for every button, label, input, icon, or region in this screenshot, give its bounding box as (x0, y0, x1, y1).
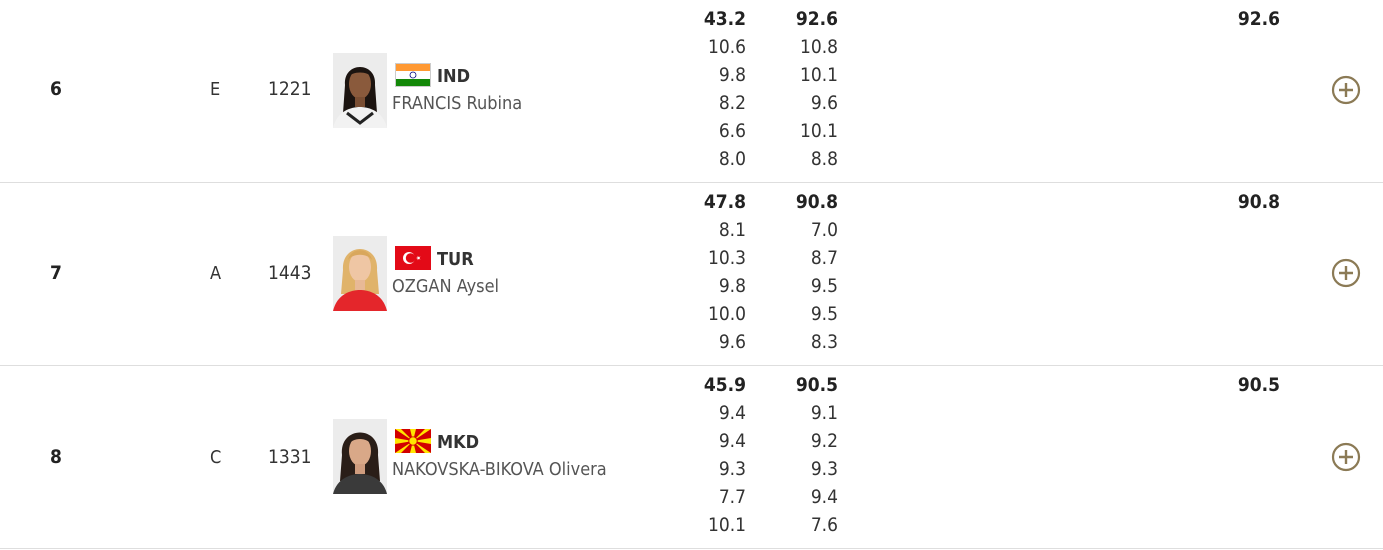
group: C (210, 447, 222, 468)
rank: 8 (50, 446, 62, 468)
shot-row: 7.7 9.4 (690, 486, 850, 514)
shot-score: 10.1 (799, 64, 838, 86)
shot-score: 9.6 (718, 331, 746, 353)
shot-score: 10.1 (707, 514, 746, 536)
shot-score: 7.6 (810, 514, 838, 536)
athlete-photo (333, 419, 387, 494)
shot-row: 8.1 7.0 (690, 219, 850, 247)
shot-score: 9.8 (718, 64, 746, 86)
rank: 6 (50, 78, 62, 100)
shot-score: 8.8 (810, 148, 838, 170)
shot-score: 9.8 (718, 275, 746, 297)
athlete-photo (333, 236, 387, 311)
shot-score: 9.1 (810, 402, 838, 424)
shot-score: 8.1 (718, 219, 746, 241)
shot-score: 10.1 (799, 120, 838, 142)
shot-score: 8.3 (810, 331, 838, 353)
shot-score: 9.4 (718, 402, 746, 424)
athlete-name[interactable]: NAKOVSKA-BIKOVA Olivera (392, 459, 607, 480)
flag-north-macedonia-icon (395, 429, 431, 453)
result-row-tur: 7 A 1443 TUR OZGAN Aysel 4 (0, 183, 1383, 366)
athlete-photo (333, 53, 387, 128)
noc-code: MKD (437, 432, 480, 453)
group: E (210, 79, 221, 100)
shot-score: 9.4 (718, 430, 746, 452)
bib-number: 1221 (268, 78, 312, 100)
shot-score: 10.3 (707, 247, 746, 269)
flag-india-icon (395, 63, 431, 87)
bib-number: 1331 (268, 446, 312, 468)
series-1-total: 43.2 (703, 8, 746, 30)
total-score: 90.5 (1237, 374, 1280, 396)
shot-row: 9.6 8.3 (690, 331, 850, 359)
series-totals: 45.9 90.5 (690, 374, 850, 402)
series-scores: 43.2 92.6 10.6 10.8 9.8 10.1 8.2 9.6 6.6 10.… (690, 8, 850, 176)
shot-row: 9.8 9.5 (690, 275, 850, 303)
shot-score: 6.6 (718, 120, 746, 142)
shot-score: 8.7 (810, 247, 838, 269)
shot-score: 8.0 (718, 148, 746, 170)
flag-turkey-icon (395, 246, 431, 270)
series-2-total: 90.8 (795, 191, 838, 213)
athlete-name[interactable]: OZGAN Aysel (392, 276, 500, 297)
bib-number: 1443 (268, 262, 312, 284)
shot-score: 9.3 (718, 458, 746, 480)
shot-score: 9.4 (810, 486, 838, 508)
shot-score: 10.8 (799, 36, 838, 58)
shot-score: 9.3 (810, 458, 838, 480)
plus-circle-icon[interactable] (1331, 442, 1361, 472)
shot-row: 8.0 8.8 (690, 148, 850, 176)
shot-row: 9.8 10.1 (690, 64, 850, 92)
shot-score: 8.2 (718, 92, 746, 114)
shot-row: 9.3 9.3 (690, 458, 850, 486)
series-scores: 45.9 90.5 9.4 9.1 9.4 9.2 9.3 9.3 7.7 9.4 10… (690, 374, 850, 542)
series-scores: 47.8 90.8 8.1 7.0 10.3 8.7 9.8 9.5 10.0 9.5 … (690, 191, 850, 359)
series-totals: 43.2 92.6 (690, 8, 850, 36)
series-1-total: 45.9 (703, 374, 746, 396)
shot-row: 10.1 7.6 (690, 514, 850, 542)
shot-score: 9.5 (810, 275, 838, 297)
shot-row: 10.3 8.7 (690, 247, 850, 275)
shot-score: 10.0 (707, 303, 746, 325)
shot-row: 6.6 10.1 (690, 120, 850, 148)
shot-score: 9.2 (810, 430, 838, 452)
shot-row: 9.4 9.1 (690, 402, 850, 430)
series-2-total: 90.5 (795, 374, 838, 396)
shot-row: 10.0 9.5 (690, 303, 850, 331)
noc-code: IND (437, 66, 471, 87)
athlete-name[interactable]: FRANCIS Rubina (392, 93, 523, 114)
total-score: 92.6 (1237, 8, 1280, 30)
series-totals: 47.8 90.8 (690, 191, 850, 219)
shot-row: 8.2 9.6 (690, 92, 850, 120)
shot-score: 10.6 (707, 36, 746, 58)
shot-score: 7.0 (810, 219, 838, 241)
total-score: 90.8 (1237, 191, 1280, 213)
shot-row: 9.4 9.2 (690, 430, 850, 458)
result-row-mkd: 8 C 1331 (0, 366, 1383, 549)
noc-code: TUR (437, 249, 474, 270)
shot-row: 10.6 10.8 (690, 36, 850, 64)
shot-score: 7.7 (718, 486, 746, 508)
plus-circle-icon[interactable] (1331, 75, 1361, 105)
rank: 7 (50, 262, 62, 284)
result-row-ind: 6 E 1221 IND FRANCIS Rubina (0, 0, 1383, 183)
group: A (210, 263, 222, 284)
shot-score: 9.6 (810, 92, 838, 114)
shot-score: 9.5 (810, 303, 838, 325)
series-2-total: 92.6 (795, 8, 838, 30)
series-1-total: 47.8 (703, 191, 746, 213)
plus-circle-icon[interactable] (1331, 258, 1361, 288)
